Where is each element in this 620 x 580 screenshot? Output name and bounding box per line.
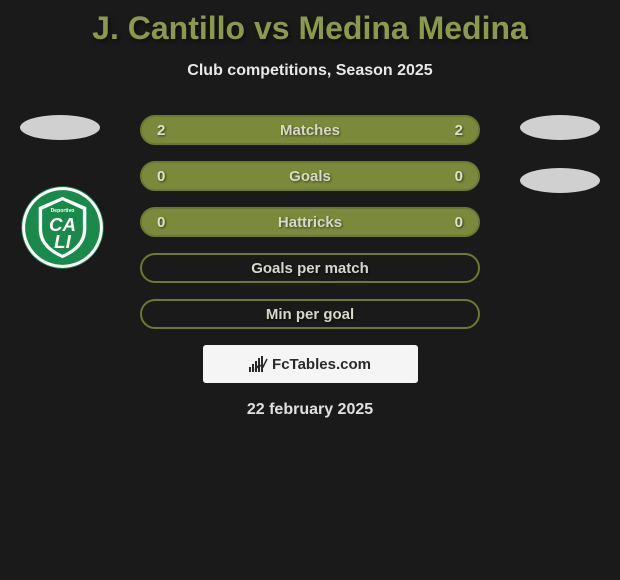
- stat-left-value: 0: [157, 214, 165, 231]
- club-badge-left: Deportivo CA LI: [20, 185, 105, 270]
- stat-left-value: 2: [157, 122, 165, 139]
- player-left-avatar-placeholder: [20, 115, 100, 140]
- comparison-subtitle: Club competitions, Season 2025: [0, 62, 620, 80]
- fctables-logo-box: FcTables.com: [203, 345, 418, 383]
- player-right-column: [520, 115, 600, 193]
- stat-right-value: 2: [455, 122, 463, 139]
- stat-row-goals-per-match: Goals per match: [140, 253, 480, 283]
- stat-label: Min per goal: [266, 306, 354, 323]
- main-content: Deportivo CA LI 2 Matches 2 0 Goals 0 0 …: [0, 115, 620, 419]
- stat-label: Hattricks: [278, 214, 342, 231]
- svg-text:LI: LI: [54, 231, 71, 252]
- stat-label: Matches: [280, 122, 340, 139]
- comparison-title: J. Cantillo vs Medina Medina: [0, 0, 620, 47]
- stat-left-value: 0: [157, 168, 165, 185]
- logo-text: FcTables.com: [272, 356, 371, 373]
- fctables-logo: FcTables.com: [249, 356, 371, 373]
- stat-row-matches: 2 Matches 2: [140, 115, 480, 145]
- stats-container: 2 Matches 2 0 Goals 0 0 Hattricks 0 Goal…: [140, 115, 480, 329]
- stat-right-value: 0: [455, 168, 463, 185]
- player-left-column: Deportivo CA LI: [20, 115, 105, 270]
- comparison-date: 22 february 2025: [0, 401, 620, 419]
- stat-row-goals: 0 Goals 0: [140, 161, 480, 191]
- player-right-avatar-placeholder: [520, 115, 600, 140]
- stat-right-value: 0: [455, 214, 463, 231]
- club-badge-right-placeholder: [520, 168, 600, 193]
- stat-label: Goals: [289, 168, 331, 185]
- logo-line-icon: [254, 356, 268, 372]
- stat-row-hattricks: 0 Hattricks 0: [140, 207, 480, 237]
- stat-row-min-per-goal: Min per goal: [140, 299, 480, 329]
- stat-label: Goals per match: [251, 260, 369, 277]
